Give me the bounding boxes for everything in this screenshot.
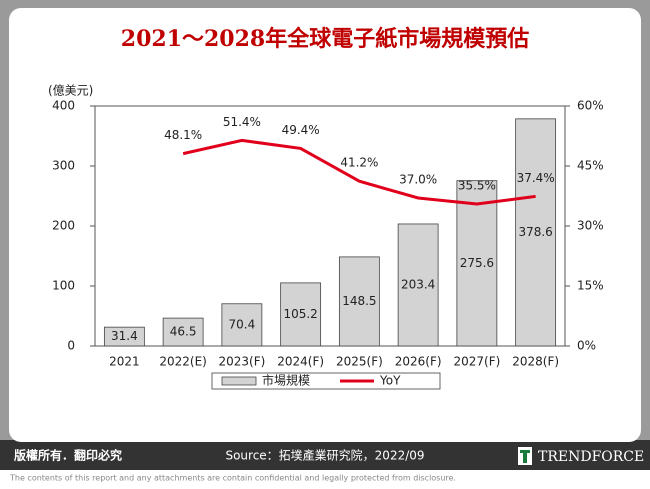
y-tick-label: 200 [52,219,75,233]
brand-logo-mark [520,450,530,463]
chart-title: 2021～2028年全球電子紙市場規模預估 [121,26,529,52]
source: Source：拓墣產業研究院，2022/09 [225,448,424,463]
line-value-label: 41.2% [340,156,378,170]
line-value-label: 37.4% [517,171,555,185]
bar [162,317,204,347]
x-tick-label: 2024(F) [277,355,324,369]
x-tick-label: 2025(F) [336,355,383,369]
y2-tick-label: 0% [577,339,596,353]
yoy-line [182,138,536,206]
x-tick-label: 2021 [109,355,140,369]
bar [103,326,145,347]
brand: TRENDFORCE [538,449,644,465]
x-tick-label: 2028(F) [512,355,559,369]
disclaimer: The contents of this report and any atta… [9,474,456,483]
x-tick-label: 2022(E) [159,355,206,369]
y-tick-label: 300 [52,159,75,173]
legend-label: YoY [379,374,401,388]
y-tick-label: 400 [52,99,75,113]
legend-swatch [221,376,257,386]
y-axis-label: (億美元) [48,84,93,98]
bar [397,223,439,347]
y2-tick-label: 60% [577,99,604,113]
y-tick-label: 100 [52,279,75,293]
copyright: 版權所有．翻印必究 [14,448,122,463]
bar [221,303,263,347]
y2-tick-label: 30% [577,219,604,233]
bar [456,180,498,347]
line-value-label: 49.4% [282,123,320,137]
y2-tick-label: 15% [577,279,604,293]
bar-value-label: 70.4 [229,317,256,331]
bar-value-label: 105.2 [283,307,317,321]
line-value-label: 51.4% [223,115,261,129]
bar-value-label: 31.4 [111,329,138,343]
bar [515,118,557,347]
line-value-label: 48.1% [164,128,202,142]
legend-label: 市場規模 [262,373,310,388]
x-tick-label: 2023(F) [218,355,265,369]
bar-value-label: 203.4 [401,277,435,291]
bar [280,282,322,347]
bar-value-label: 46.5 [170,325,197,339]
bar-value-label: 148.5 [342,294,376,308]
x-tick-label: 2026(F) [395,355,442,369]
y2-tick-label: 45% [577,159,604,173]
bar-value-label: 275.6 [460,256,494,270]
legend-box [211,372,441,390]
bar [338,256,380,347]
disclaimer-strip [0,470,650,485]
y-tick-label: 0 [67,339,75,353]
x-tick-label: 2027(F) [453,355,500,369]
footer-bar [0,440,650,470]
line-value-label: 35.5% [458,179,496,193]
line-value-label: 37.0% [399,173,437,187]
bar-value-label: 378.6 [518,225,552,239]
